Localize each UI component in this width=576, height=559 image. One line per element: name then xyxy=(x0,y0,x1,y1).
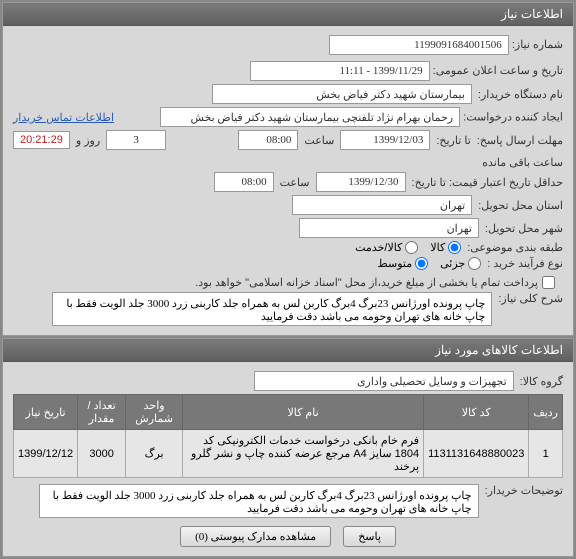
days-remaining-input xyxy=(106,130,166,150)
col-row: ردیف xyxy=(529,395,563,430)
ask-button[interactable]: پاسخ xyxy=(343,526,396,547)
buyer-explanations-textarea[interactable] xyxy=(39,484,479,518)
classification-goods-radio[interactable] xyxy=(448,241,461,254)
buyer-org-input[interactable] xyxy=(212,84,472,104)
treasury-checkbox[interactable] xyxy=(542,276,555,289)
price-validity-label: حداقل تاریخ اعتبار قیمت: تا تاریخ: xyxy=(412,176,563,189)
countdown-timer: 20:21:29 xyxy=(13,131,70,149)
treasury-checkbox-wrap[interactable]: پرداخت تمام یا بخشی از مبلغ خرید،از محل … xyxy=(195,276,555,289)
requirement-number-label: شماره نیاز: xyxy=(512,39,563,51)
requirement-info-header: اطلاعات نیاز xyxy=(3,3,573,26)
delivery-city-input[interactable] xyxy=(299,218,479,238)
response-deadline-label: مهلت ارسال پاسخ: xyxy=(477,134,563,147)
delivery-city-label: شهر محل تحویل: xyxy=(485,222,563,235)
request-creator-label: ایجاد کننده درخواست: xyxy=(463,112,563,124)
price-validity-time-input[interactable] xyxy=(214,172,274,192)
cell-date: 1399/12/12 xyxy=(14,430,78,478)
requirement-number-input[interactable] xyxy=(329,35,509,55)
classification-radio-group: کالا کالا/خدمت xyxy=(355,241,461,254)
classification-service-label: کالا/خدمت xyxy=(355,241,402,254)
response-deadline-date-input[interactable] xyxy=(340,130,430,150)
process-medium-option[interactable]: متوسط xyxy=(378,257,429,270)
announce-datetime-label: تاریخ و ساعت اعلان عمومی: xyxy=(433,65,563,77)
process-small-option[interactable]: جزئی xyxy=(440,257,481,270)
items-info-header: اطلاعات کالاهای مورد نیاز xyxy=(3,339,573,362)
col-name: نام کالا xyxy=(183,395,424,430)
delivery-province-input[interactable] xyxy=(292,195,472,215)
process-medium-radio[interactable] xyxy=(415,257,428,270)
hour-label-1: ساعت xyxy=(304,134,334,147)
process-small-radio[interactable] xyxy=(468,257,481,270)
days-and-label: روز و xyxy=(76,134,100,147)
price-validity-date-input[interactable] xyxy=(316,172,406,192)
cell-code: 1131131648880023 xyxy=(424,430,529,478)
hour-label-2: ساعت xyxy=(280,176,310,189)
classification-service-radio[interactable] xyxy=(405,241,418,254)
buyer-contact-link[interactable]: اطلاعات تماس خریدار xyxy=(13,111,114,124)
requirement-info-panel: اطلاعات نیاز شماره نیاز: تاریخ و ساعت اع… xyxy=(2,2,574,336)
cell-idx: 1 xyxy=(529,430,563,478)
process-type-label: نوع فرآیند خرید : xyxy=(487,257,563,270)
col-date: تاریخ نیاز xyxy=(14,395,78,430)
col-unit: واحد شمارش xyxy=(126,395,183,430)
classification-service-option[interactable]: کالا/خدمت xyxy=(355,241,418,254)
cell-unit: برگ xyxy=(126,430,183,478)
process-type-radio-group: جزئی متوسط xyxy=(378,257,482,270)
classification-label: طبقه بندی موضوعی: xyxy=(467,241,563,254)
table-row[interactable]: 1 1131131648880023 فرم خام بانکی درخواست… xyxy=(14,430,563,478)
item-group-label: گروه کالا: xyxy=(520,375,563,388)
cell-qty: 3000 xyxy=(78,430,126,478)
view-attachments-button[interactable]: مشاهده مدارک پیوستی (0) xyxy=(180,526,331,547)
col-code: کد کالا xyxy=(424,395,529,430)
delivery-province-label: استان محل تحویل: xyxy=(478,199,563,212)
classification-goods-label: کالا xyxy=(430,241,445,254)
item-group-input[interactable] xyxy=(254,371,514,391)
process-medium-label: متوسط xyxy=(378,257,413,270)
process-small-label: جزئی xyxy=(440,257,465,270)
treasury-note: پرداخت تمام یا بخشی از مبلغ خرید،از محل … xyxy=(195,276,538,289)
hours-remaining-label: ساعت باقی مانده xyxy=(482,156,563,169)
request-creator-input[interactable] xyxy=(160,107,460,127)
general-desc-label: شرح کلی نیاز: xyxy=(498,292,563,305)
buyer-org-label: نام دستگاه خریدار: xyxy=(478,88,563,101)
classification-goods-option[interactable]: کالا xyxy=(430,241,461,254)
response-deadline-time-input[interactable] xyxy=(238,130,298,150)
col-qty: تعداد / مقدار xyxy=(78,395,126,430)
to-date-label-1: تا تاریخ: xyxy=(436,134,470,147)
items-table: ردیف کد کالا نام کالا واحد شمارش تعداد /… xyxy=(13,394,563,478)
general-desc-textarea[interactable] xyxy=(52,292,492,326)
buyer-explanations-label: توضیحات خریدار: xyxy=(485,484,563,497)
announce-datetime-input[interactable] xyxy=(250,61,430,81)
cell-name: فرم خام بانکی درخواست خدمات الکترونیکی ک… xyxy=(183,430,424,478)
items-info-panel: اطلاعات کالاهای مورد نیاز گروه کالا: ردی… xyxy=(2,338,574,557)
